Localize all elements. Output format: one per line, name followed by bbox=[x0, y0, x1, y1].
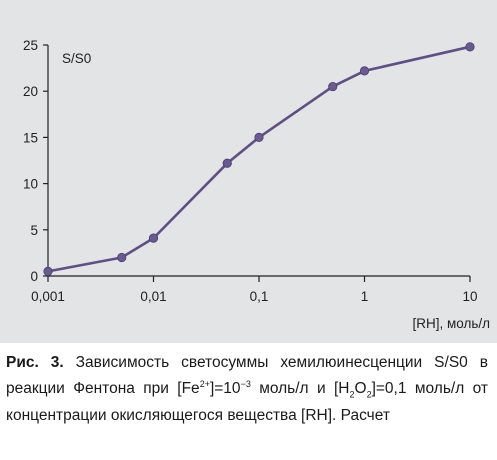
y-tick-label: 25 bbox=[23, 38, 38, 53]
x-tick-label: 0,001 bbox=[31, 289, 65, 304]
data-point bbox=[465, 42, 475, 52]
caption-fe-superscript: 2+ bbox=[199, 378, 210, 389]
data-point bbox=[222, 158, 232, 168]
data-point bbox=[117, 252, 127, 263]
x-tick-label: 10 bbox=[462, 289, 477, 304]
caption-text-2: ]=10 bbox=[209, 379, 241, 397]
y-tick-label: 15 bbox=[23, 130, 38, 145]
x-tick-label: 0,1 bbox=[250, 289, 269, 304]
x-tick-label: 1 bbox=[361, 289, 369, 304]
caption-h-subscript: 2 bbox=[349, 388, 355, 399]
chart-series bbox=[43, 42, 475, 276]
caption-o-subscript: 2 bbox=[366, 388, 372, 399]
caption-text-1: Зависимость светосуммы хемилюинесцен­ции… bbox=[6, 354, 488, 397]
caption-text-3: моль/л и [H bbox=[250, 379, 350, 397]
data-point bbox=[359, 66, 370, 76]
data-point bbox=[43, 266, 53, 276]
y-axis-title: S/S0 bbox=[62, 51, 91, 66]
data-point bbox=[148, 233, 159, 243]
y-tick-label: 10 bbox=[23, 177, 38, 192]
y-tick-label: 0 bbox=[30, 269, 38, 284]
series-line bbox=[47, 45, 471, 273]
chart-ticks: 0 5 10 15 20 25 0,001 0,01 0,1 1 10 bbox=[23, 38, 478, 304]
chart-axes bbox=[47, 45, 470, 277]
chart-svg: 0 5 10 15 20 25 0,001 0,01 0,1 1 10 S/S0 [RH], мол… bbox=[23, 38, 490, 331]
data-point bbox=[254, 132, 264, 142]
x-axis-title: [RH], моль/л bbox=[412, 316, 490, 331]
chart-figure: 0 5 10 15 20 25 0,001 0,01 0,1 1 10 S/S0 [RH], мол… bbox=[0, 0, 497, 343]
caption-exp-superscript: −3 bbox=[240, 378, 251, 389]
data-point bbox=[328, 81, 338, 92]
caption-text-4: O bbox=[354, 379, 367, 397]
y-tick-label: 5 bbox=[30, 223, 38, 238]
figure-caption: Рис. 3. Зависимость светосуммы хемилюине… bbox=[6, 352, 488, 427]
caption-text-5: ]=0,1 моль/л от концентрации окисляющего… bbox=[6, 379, 488, 425]
caption-label: Рис. 3. bbox=[6, 354, 64, 371]
y-tick-label: 20 bbox=[23, 84, 38, 99]
x-tick-label: 0,01 bbox=[140, 289, 166, 304]
